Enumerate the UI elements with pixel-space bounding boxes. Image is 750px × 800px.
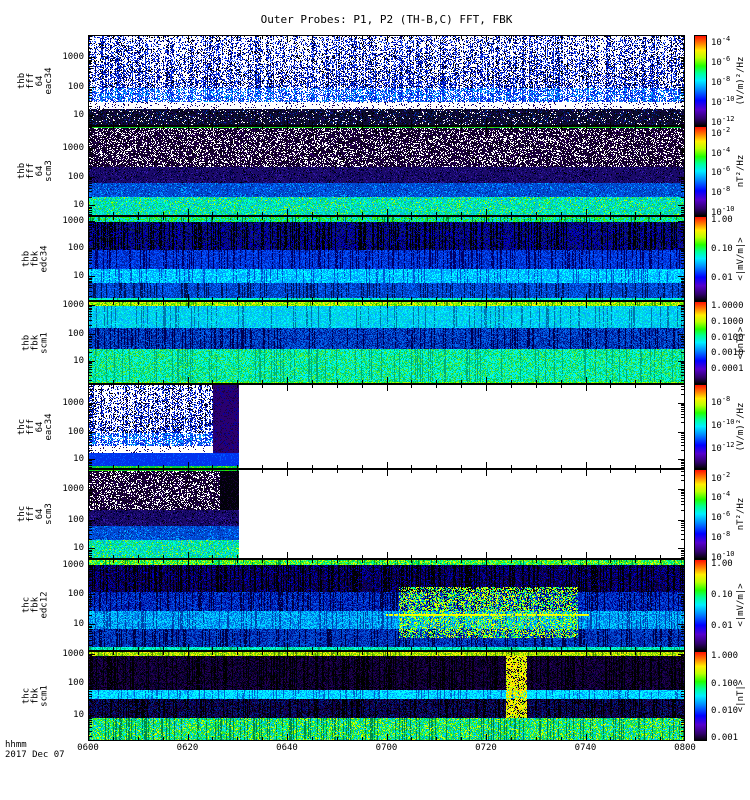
x-tick-label: 0600 (77, 743, 99, 753)
spectrogram-canvas (88, 469, 685, 559)
y-axis-tick-label: 10 (73, 200, 84, 211)
spectrogram-canvas (88, 301, 685, 384)
y-axis-tick-label: 1000 (62, 483, 84, 494)
y-axis-tick-label: 10 (73, 619, 84, 630)
y-axis-tick-label: 10 (73, 355, 84, 366)
colorbar-unit-label: (V/m)²/Hz (736, 56, 746, 105)
spectrogram-canvas (88, 126, 685, 216)
y-axis-tick-label: 100 (67, 515, 84, 526)
x-tick-label: 0620 (176, 743, 199, 753)
spectrogram-canvas (88, 559, 685, 651)
colorbar-tick-label: 10-12 (711, 114, 735, 128)
colorbar-tick-label: 1.0000 (711, 301, 744, 312)
plot-date-label: 2017 Dec 07 (5, 750, 65, 760)
colorbar-canvas (694, 469, 707, 559)
colorbar-tick-label: 0.0010 (711, 348, 744, 359)
colorbar-canvas (694, 301, 707, 384)
panel-ylabel: thc fbk scm1 (21, 685, 50, 707)
colorbar-tick-label: 10-2 (711, 470, 731, 484)
y-axis-tick-label: 10 (73, 271, 84, 282)
plot-title: Outer Probes: P1, P2 (TH-B,C) FFT, FBK (260, 13, 513, 26)
y-axis-tick-label: 1000 (62, 216, 84, 227)
colorbar-tick-label: 10-2 (711, 125, 731, 139)
y-axis-tick-label: 100 (67, 329, 84, 340)
colorbar-unit-label: <|mV/m|> (736, 236, 746, 281)
y-axis-tick-label: 100 (67, 243, 84, 254)
colorbar-unit-label: nT²/Hz (736, 497, 746, 531)
x-tick-label: 0740 (574, 743, 597, 753)
spectrogram-canvas (88, 384, 685, 469)
colorbar-tick-label: 10-8 (711, 74, 731, 88)
x-tick-label: 0720 (475, 743, 497, 753)
colorbar-unit-label: <|nT|> (736, 679, 746, 713)
colorbar-tick-label: 0.100 (711, 678, 739, 689)
colorbar-tick-label: 10-8 (711, 529, 731, 543)
colorbar-tick-label: 0.01 (711, 621, 733, 632)
colorbar-unit-label: <|nT|> (736, 326, 746, 359)
colorbar-canvas (694, 35, 707, 126)
colorbar-tick-label: 0.01 (711, 273, 733, 284)
spectrogram-canvas (88, 216, 685, 301)
spectrogram-canvas (88, 651, 685, 741)
x-tick-label: 0640 (276, 743, 298, 753)
y-axis-tick-label: 1000 (62, 142, 84, 153)
x-tick-label: 0800 (674, 743, 696, 753)
y-axis-tick-label: 1000 (62, 51, 84, 62)
x-axis-tick-labels: 0600 0620 0640 0700 0720 0740 0800 (0, 743, 750, 755)
y-axis-tick-label: 10 (73, 709, 84, 720)
colorbar-tick-label: 1.00 (711, 215, 733, 226)
colorbar-tick-label: 0.1000 (711, 316, 744, 327)
colorbar-unit-label: nT²/Hz (736, 154, 746, 188)
y-axis-tick-label: 1000 (62, 300, 84, 311)
x-tick-label: 0700 (375, 743, 398, 753)
colorbar-canvas (694, 559, 707, 651)
colorbar-tick-label: 10-6 (711, 165, 731, 179)
y-axis-tick-label: 100 (67, 678, 84, 689)
colorbar-tick-label: 0.001 (711, 733, 739, 744)
colorbar-tick-label: 10-10 (711, 417, 735, 431)
colorbar-tick-label: 0.010 (711, 706, 739, 717)
colorbar-tick-label: 0.0100 (711, 332, 744, 343)
colorbar-tick-label: 10-4 (711, 34, 731, 48)
colorbar-tick-label: 10-12 (711, 440, 735, 454)
y-axis-tick-label: 10 (73, 110, 84, 121)
colorbar-tick-label: 0.0001 (711, 364, 744, 375)
colorbar-tick-label: 10-6 (711, 54, 731, 68)
x-axis-caption: hhmm 2017 Dec 07 (5, 740, 65, 760)
colorbar-tick-label: 1.00 (711, 558, 733, 569)
y-axis-tick-label: 10 (73, 453, 84, 464)
y-axis-tick-label: 100 (67, 427, 84, 438)
colorbar-tick-label: 0.10 (711, 589, 733, 600)
colorbar-canvas (694, 384, 707, 469)
y-axis-tick-label: 100 (67, 172, 84, 183)
colorbar-tick-label: 10-6 (711, 510, 731, 524)
colorbar-unit-label: <|mV/m|> (736, 583, 746, 627)
y-axis-tick-label: 100 (67, 588, 84, 599)
colorbar-tick-label: 0.10 (711, 244, 733, 255)
colorbar-canvas (694, 126, 707, 216)
colorbar-tick-label: 10-4 (711, 490, 731, 504)
y-axis-tick-label: 10 (73, 543, 84, 554)
colorbar-tick-label: 10-10 (711, 94, 735, 108)
spectrogram-canvas (88, 35, 685, 126)
colorbar-tick-label: 10-8 (711, 394, 731, 408)
colorbar-tick-label: 10-10 (711, 204, 735, 218)
x-axis-units-label: hhmm (5, 740, 27, 750)
colorbar-canvas (694, 216, 707, 301)
colorbar-canvas (694, 651, 707, 741)
colorbar-tick-label: 1.000 (711, 650, 739, 661)
y-axis-tick-label: 1000 (62, 559, 84, 570)
colorbar-tick-label: 10-4 (711, 145, 731, 159)
colorbar-tick-label: 10-10 (711, 549, 735, 563)
y-axis-tick-label: 1000 (62, 648, 84, 659)
y-axis-tick-label: 1000 (62, 397, 84, 408)
colorbar-unit-label: (V/m)²/Hz (736, 402, 746, 451)
y-axis-tick-label: 100 (67, 81, 84, 92)
colorbar-tick-label: 10-8 (711, 185, 731, 199)
